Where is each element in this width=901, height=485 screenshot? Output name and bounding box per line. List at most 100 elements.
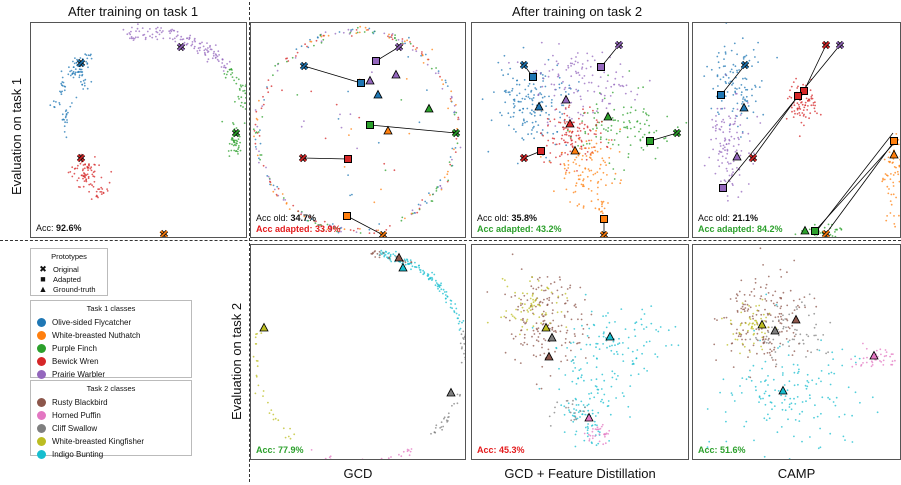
data-point [82,79,85,82]
data-point [93,175,96,178]
data-point [442,425,445,428]
data-point [229,68,231,71]
data-point [520,343,522,345]
legend-swatch [37,411,46,420]
data-point [532,110,535,113]
data-point [767,342,770,345]
data-point [573,63,576,66]
data-point [565,133,568,136]
data-point [737,335,740,338]
data-point [589,434,592,437]
data-point [71,72,74,75]
data-point [394,36,396,39]
data-point [608,162,611,165]
data-point [574,70,577,73]
data-point [788,458,791,459]
data-point [597,442,600,445]
data-point [331,223,334,225]
data-point [241,84,244,87]
legend-item: Olive-sided Flycatcher [31,316,191,329]
data-point [605,164,607,167]
data-point [655,129,658,132]
data-point [590,310,593,313]
data-point [563,405,566,408]
data-point [514,291,516,294]
data-point [63,125,66,128]
data-point [759,122,762,124]
data-point [752,344,755,347]
data-point [569,201,571,203]
data-point [522,319,524,322]
legend-prototypes: Prototypes ✖ Original ■ Adapted ▲ Ground-trut… [30,248,108,296]
data-point [751,315,754,318]
data-point [603,433,606,435]
data-point [597,198,599,201]
data-point [462,320,465,322]
data-point [813,297,816,300]
data-point [803,106,806,109]
data-point [552,319,555,322]
data-point [566,121,568,123]
data-point [535,288,538,291]
data-point [810,96,813,98]
data-point [547,139,550,142]
data-point [583,410,585,413]
data-point [300,45,303,48]
data-point [579,286,582,289]
data-point [532,71,535,73]
data-point [722,76,725,78]
data-point [734,90,736,93]
data-point [565,171,567,174]
data-point [819,446,822,449]
data-point [520,329,523,331]
data-point [535,339,538,342]
data-point [767,326,770,329]
legend-item: Rusty Blackbird [31,396,191,409]
data-point [562,80,564,83]
data-point [809,436,811,438]
data-point [245,96,246,99]
data-point [786,319,789,322]
data-point [544,63,546,66]
data-point [155,27,157,30]
data-point [322,34,325,37]
data-point [592,128,594,130]
data-point [253,130,256,132]
data-point [550,282,552,285]
data-point [61,76,64,79]
data-point [439,75,441,78]
data-point [791,110,793,113]
data-point [578,138,581,141]
data-point [413,266,416,268]
data-point [549,425,552,427]
data-point [65,113,68,115]
data-point [445,301,447,304]
data-point [712,148,714,151]
data-point [560,153,563,156]
data-point [880,353,882,356]
data-point [431,271,433,274]
data-point [631,350,634,353]
data-point [764,360,767,363]
data-point [885,219,888,222]
prototype-shift-line [814,140,897,232]
data-point [577,154,580,157]
data-point [533,304,536,307]
data-point [81,174,83,177]
data-point [511,253,514,256]
data-point [791,324,794,327]
data-point [813,312,816,315]
data-point [765,300,768,302]
data-point [408,36,410,39]
data-point [540,110,543,113]
data-point [100,193,103,196]
data-point [748,294,751,296]
data-point [570,139,573,142]
data-point [736,166,738,169]
data-point [289,437,292,440]
data-point [657,330,660,333]
data-point [882,364,885,366]
data-point [736,294,739,297]
data-point [854,391,857,394]
data-point [563,167,566,170]
